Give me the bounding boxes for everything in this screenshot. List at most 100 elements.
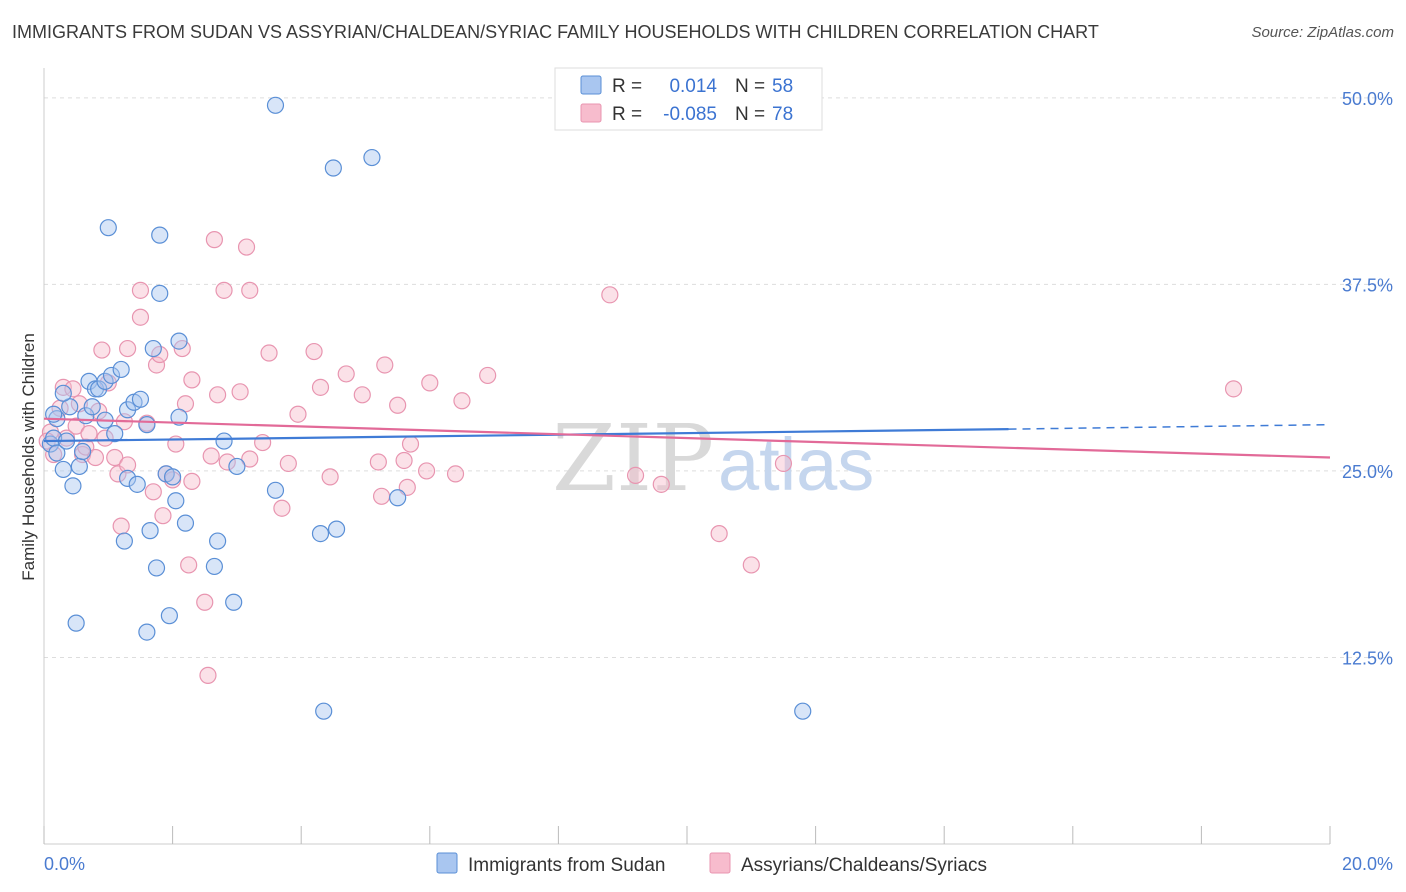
y-tick-label: 12.5% [1342, 648, 1393, 668]
data-point-assyrians [96, 429, 114, 447]
data-point-assyrians [446, 465, 465, 483]
data-point-sudan [70, 457, 88, 476]
data-point-sudan [147, 559, 166, 577]
watermark-zip: ZIP [552, 405, 714, 512]
legend-r-value-blue: 0.014 [669, 76, 717, 97]
data-point-assyrians [389, 396, 407, 414]
data-point-sudan [102, 366, 121, 385]
watermark-atlas: atlas [718, 423, 874, 506]
trend-line-assyrians [43, 417, 1331, 459]
data-point-sudan [209, 532, 227, 550]
data-point-assyrians [64, 380, 82, 398]
data-point-assyrians [93, 341, 111, 359]
data-point-assyrians [601, 286, 619, 304]
data-point-assyrians [154, 507, 172, 525]
data-point-assyrians [652, 475, 670, 493]
series-assyrians-points [38, 231, 1243, 684]
data-point-assyrians [205, 231, 223, 249]
data-point-assyrians [254, 433, 272, 452]
y-tick-label: 25.0% [1342, 462, 1393, 482]
legend-swatch-blue [580, 75, 602, 95]
data-point-assyrians [118, 339, 137, 358]
data-point-sudan [138, 416, 156, 434]
data-point-assyrians [183, 371, 201, 389]
legend-box: R = 0.014 N = 58 R = -0.085 N = 78 [554, 67, 823, 131]
data-point-assyrians [112, 517, 130, 535]
data-point-assyrians [215, 281, 233, 299]
data-point-sudan [176, 514, 195, 532]
data-point-assyrians [421, 374, 439, 392]
data-point-assyrians [1224, 380, 1243, 398]
data-point-sudan [225, 593, 243, 611]
data-point-sudan [83, 398, 101, 416]
trend-line-sudan [43, 428, 1009, 443]
data-point-assyrians [273, 499, 291, 517]
data-point-assyrians [353, 386, 371, 404]
data-point-assyrians [241, 281, 259, 299]
legend-r-label: R = [612, 76, 642, 97]
data-point-assyrians [337, 365, 355, 383]
data-point-sudan [151, 284, 169, 302]
data-point-sudan [170, 408, 188, 426]
legend-n-value-blue: 58 [772, 76, 793, 97]
data-point-assyrians [479, 366, 497, 385]
data-point-assyrians [180, 556, 198, 574]
data-point-assyrians [305, 342, 323, 361]
data-point-assyrians [401, 435, 420, 453]
data-point-sudan [112, 360, 130, 379]
bottom-legend-swatch-pink [709, 852, 731, 874]
data-point-sudan [118, 469, 137, 487]
data-point-sudan [151, 226, 169, 244]
data-point-assyrians [196, 593, 214, 611]
data-point-sudan [128, 475, 146, 493]
legend-n-label: N = [735, 104, 765, 125]
data-point-assyrians [453, 392, 471, 410]
data-point-sudan [64, 477, 82, 495]
y-tick-labels: 12.5% 25.0% 37.5% 50.0% [1342, 89, 1393, 669]
bottom-legend-swatch-blue [436, 852, 458, 874]
x-tick-label-max: 20.0% [1342, 854, 1393, 874]
legend-n-value-pink: 78 [772, 104, 793, 125]
data-point-sudan [266, 96, 285, 114]
data-point-sudan [54, 460, 72, 479]
data-point-assyrians [118, 456, 137, 474]
data-point-assyrians [369, 453, 387, 471]
data-point-sudan [54, 384, 72, 402]
data-point-sudan [324, 159, 342, 177]
data-point-assyrians [237, 238, 256, 256]
data-point-sudan [141, 522, 159, 540]
source-label: Source: ZipAtlas.com [1251, 24, 1394, 41]
y-tick-label: 37.5% [1342, 275, 1393, 295]
data-point-sudan [228, 457, 246, 476]
data-point-sudan [327, 520, 346, 538]
data-point-assyrians [131, 281, 150, 299]
data-point-assyrians [289, 405, 307, 423]
bottom-legend: Immigrants from Sudan Assyrians/Chaldean… [436, 852, 987, 876]
y-tick-label: 50.0% [1342, 89, 1393, 109]
trend-line-sudan-extension [1008, 423, 1331, 430]
data-point-sudan [115, 532, 133, 550]
data-point-assyrians [106, 448, 124, 467]
chart-title: IMMIGRANTS FROM SUDAN VS ASSYRIAN/CHALDE… [12, 22, 1099, 42]
data-point-assyrians [260, 344, 278, 362]
legend-swatch-pink [580, 103, 602, 123]
axes [43, 68, 1331, 845]
data-point-assyrians [372, 487, 391, 505]
data-point-sudan [170, 332, 188, 350]
data-point-assyrians [131, 308, 150, 326]
data-point-assyrians [199, 666, 217, 684]
data-point-assyrians [395, 451, 413, 470]
data-point-assyrians [279, 454, 297, 473]
data-point-assyrians [147, 356, 166, 374]
data-point-sudan [106, 425, 124, 443]
data-point-assyrians [241, 450, 259, 468]
data-point-sudan [315, 702, 333, 720]
data-point-assyrians [144, 483, 162, 501]
watermark: ZIP atlas [552, 405, 874, 512]
data-point-sudan [160, 607, 178, 625]
data-point-sudan [99, 219, 117, 237]
data-point-assyrians [231, 383, 249, 401]
grid [44, 97, 1394, 658]
data-point-assyrians [209, 386, 227, 404]
data-point-assyrians [376, 356, 394, 374]
